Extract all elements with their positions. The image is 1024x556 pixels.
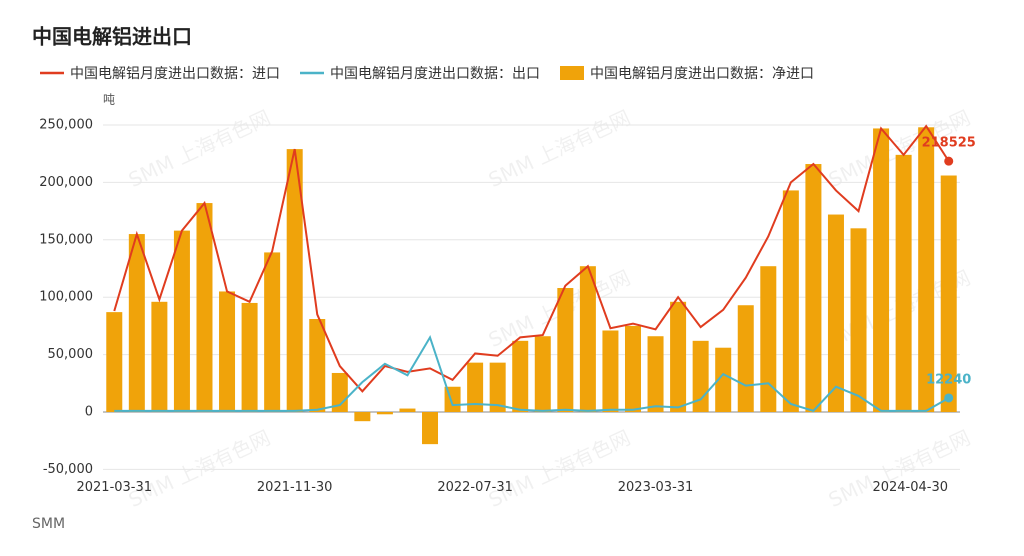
bar xyxy=(940,175,957,412)
bar xyxy=(873,128,890,412)
x-tick-label: 2022-07-31 xyxy=(437,480,513,495)
data-label: 218525 xyxy=(922,136,976,151)
bar xyxy=(196,203,213,412)
end-point xyxy=(944,393,954,403)
y-unit: 吨 xyxy=(103,93,115,107)
y-tick-label: 200,000 xyxy=(39,175,93,190)
y-tick-label: 250,000 xyxy=(39,118,93,133)
bar xyxy=(670,301,687,412)
bar xyxy=(399,408,416,412)
legend-swatch xyxy=(560,66,584,80)
bar xyxy=(241,302,258,412)
bar xyxy=(467,362,484,412)
bar xyxy=(512,340,529,412)
y-tick-label: 50,000 xyxy=(48,347,94,362)
legend-label: 中国电解铝月度进出口数据：出口 xyxy=(330,66,540,82)
bar xyxy=(264,252,281,412)
bar xyxy=(805,164,822,412)
bar xyxy=(782,190,799,412)
bar xyxy=(173,230,190,412)
y-tick-label: 100,000 xyxy=(39,290,93,305)
bar xyxy=(489,362,506,412)
legend-label: 中国电解铝月度进出口数据：净进口 xyxy=(590,66,814,82)
bar xyxy=(286,149,303,412)
x-tick-label: 2024-04-30 xyxy=(872,480,948,495)
bar xyxy=(737,305,754,412)
bar xyxy=(579,266,596,412)
bar xyxy=(895,154,912,412)
y-tick-label: -50,000 xyxy=(43,462,93,477)
bar xyxy=(918,127,935,413)
x-tick-label: 2021-11-30 xyxy=(257,480,333,495)
data-label: 12240 xyxy=(926,372,971,387)
chart-title: 中国电解铝进出口 xyxy=(32,25,192,49)
x-tick-label: 2021-03-31 xyxy=(76,480,152,495)
end-point xyxy=(944,156,954,166)
bar xyxy=(354,412,371,422)
bar xyxy=(715,347,732,412)
bar xyxy=(422,412,439,445)
bar xyxy=(376,412,393,415)
x-tick-label: 2023-03-31 xyxy=(618,480,694,495)
line xyxy=(114,334,950,412)
bar xyxy=(557,288,574,412)
bar xyxy=(534,336,551,412)
bar xyxy=(128,234,145,412)
bar xyxy=(309,319,326,412)
y-tick-label: 150,000 xyxy=(39,232,93,247)
bar xyxy=(151,301,168,412)
line xyxy=(113,124,950,393)
bar xyxy=(760,266,777,412)
y-tick-label: 0 xyxy=(85,405,93,420)
source: SMM xyxy=(32,516,65,532)
bar xyxy=(106,312,123,412)
bar xyxy=(624,325,641,412)
bar xyxy=(850,228,867,412)
bar xyxy=(647,336,664,412)
legend-label: 中国电解铝月度进出口数据：进口 xyxy=(70,66,280,82)
bar xyxy=(827,214,844,412)
bar xyxy=(219,291,236,412)
bar xyxy=(602,330,619,412)
